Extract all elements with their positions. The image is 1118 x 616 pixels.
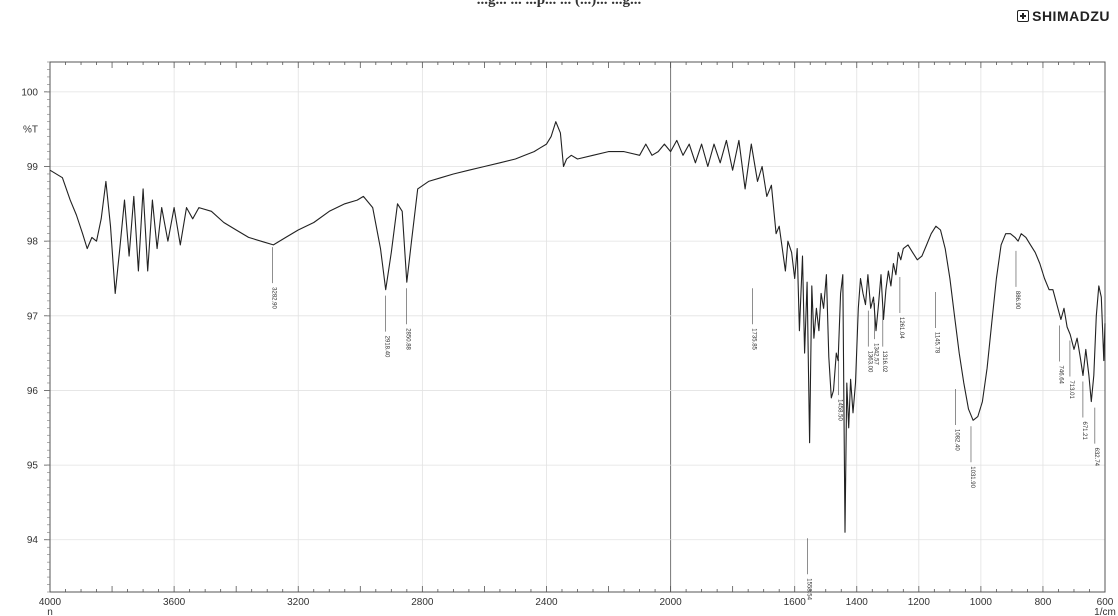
x-tick-label: 4000 xyxy=(39,597,62,608)
y-tick-label: 100 xyxy=(21,87,38,98)
x-tick-label: 3600 xyxy=(163,597,186,608)
peak-label: 1558.54 xyxy=(806,578,812,600)
x-tick-label: 2800 xyxy=(411,597,434,608)
y-tick-label: 98 xyxy=(27,237,39,248)
peak-label: 3282.90 xyxy=(271,287,277,309)
peak-label: 1082.40 xyxy=(953,429,959,451)
x-tick-label: 800 xyxy=(1035,597,1052,608)
x-tick-label: 1600 xyxy=(784,597,807,608)
plot-frame xyxy=(49,61,1106,593)
chart-axes: 4000 3600 3200 2800 2400 2000 1600 1400 1200 1000… xyxy=(21,61,1116,616)
peak-label: 1458.50 xyxy=(837,399,843,421)
x-tick-label: 3200 xyxy=(287,597,310,608)
peak-annotations: 3282.90 2918.40 2850.88 1735.85 1558.54 1458.… xyxy=(271,247,1099,601)
peak-label: 2850.88 xyxy=(405,328,411,350)
y-tick-label: 94 xyxy=(27,535,39,546)
peak-label: 1031.90 xyxy=(969,466,975,488)
x-axis-label: 1/cm xyxy=(1094,607,1116,616)
y-tick-label: 99 xyxy=(27,162,39,173)
peak-label: 1735.85 xyxy=(751,328,757,350)
shimadzu-logo: SHIMADZU xyxy=(1017,8,1110,24)
x-tick-label: 1400 xyxy=(846,597,869,608)
peak-label: 1363.00 xyxy=(866,351,872,373)
peak-label: 886.90 xyxy=(1014,291,1020,310)
spectrum-line xyxy=(49,121,1106,533)
y-axis-label: %T xyxy=(23,125,38,136)
shimadzu-mark-icon xyxy=(1017,10,1030,22)
peak-label: 1261.04 xyxy=(898,317,904,339)
y-tick-label: 96 xyxy=(27,386,39,397)
peak-label: 2918.40 xyxy=(384,336,390,358)
chart-series xyxy=(49,121,1106,533)
peak-label: 1145.78 xyxy=(934,332,940,354)
x-corner-label: n xyxy=(47,607,53,616)
peak-label: 746.64 xyxy=(1057,366,1063,385)
chart-grid xyxy=(49,62,1106,592)
peak-label: 1342.57 xyxy=(873,343,879,365)
y-tick-label: 95 xyxy=(27,461,39,472)
peak-label: 671.21 xyxy=(1081,422,1087,441)
peak-label: 1316.02 xyxy=(881,351,887,373)
figure-caption: ...g... ... ...p... ... (...)... ...g... xyxy=(476,0,642,8)
x-tick-label: 1000 xyxy=(970,597,993,608)
y-tick-label: 97 xyxy=(27,311,39,322)
x-tick-label: 1200 xyxy=(908,597,931,608)
peak-label: 632.74 xyxy=(1093,448,1099,467)
peak-label: 713.01 xyxy=(1068,380,1074,399)
x-tick-label: 600 xyxy=(1097,597,1114,608)
brand-name: SHIMADZU xyxy=(1032,8,1110,24)
x-tick-label: 2400 xyxy=(535,597,558,608)
x-tick-label: 2000 xyxy=(659,597,682,608)
